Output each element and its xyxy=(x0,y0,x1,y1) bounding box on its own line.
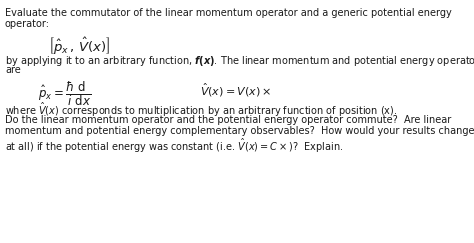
Text: at all) if the potential energy was constant (i.e. $\hat{V}(x) = C\times$)?  Exp: at all) if the potential energy was cons… xyxy=(5,137,343,155)
Text: $\hat{p}_x = \dfrac{\hbar}{i}\dfrac{\mathrm{d}}{\mathrm{d}x}$: $\hat{p}_x = \dfrac{\hbar}{i}\dfrac{\mat… xyxy=(38,80,91,108)
Text: Do the linear momentum operator and the potential energy operator commute?  Are : Do the linear momentum operator and the … xyxy=(5,115,451,125)
Text: operator:: operator: xyxy=(5,19,50,29)
Text: momentum and potential energy complementary observables?  How would your results: momentum and potential energy complement… xyxy=(5,126,474,136)
Text: $\left[\hat{p}_x\,,\,\hat{V}(x)\right]$: $\left[\hat{p}_x\,,\,\hat{V}(x)\right]$ xyxy=(48,36,110,57)
Text: by applying it to an arbitrary function, $\boldsymbol{f(x)}$. The linear momentu: by applying it to an arbitrary function,… xyxy=(5,54,474,68)
Text: $\hat{V}(x) = V(x)\times$: $\hat{V}(x) = V(x)\times$ xyxy=(200,82,272,99)
Text: Evaluate the commutator of the linear momentum operator and a generic potential : Evaluate the commutator of the linear mo… xyxy=(5,8,452,18)
Text: where $\hat{V}(x)$ corresponds to multiplication by an arbitrary function of pos: where $\hat{V}(x)$ corresponds to multip… xyxy=(5,101,397,119)
Text: are: are xyxy=(5,65,21,75)
